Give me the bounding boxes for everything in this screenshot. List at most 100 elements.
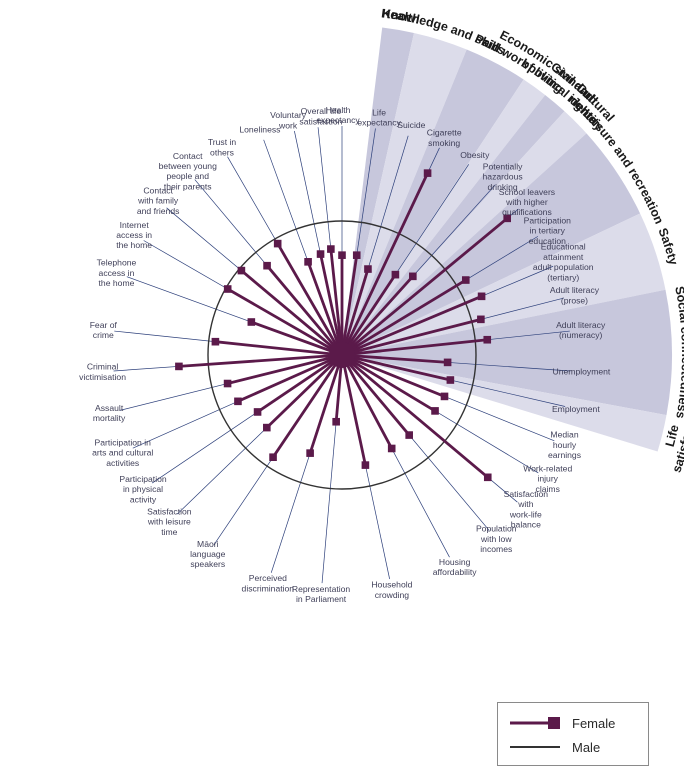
female-spoke-assault-mortality [227, 353, 343, 385]
indicator-label-perceived-discrimination: Perceived discrimination [242, 573, 295, 593]
sector-life-satisfaction [342, 355, 667, 452]
domain-label-safety: Safety [655, 226, 680, 266]
indicator-label-loneliness: Loneliness [239, 124, 280, 134]
female-spoke-loneliness [306, 261, 344, 356]
female-spoke-adult-literacy-prose [341, 317, 482, 357]
indicator-label-potentially-hazardous-drinking: Potentially hazardous drinking [483, 161, 524, 191]
indicator-label-participation-in-tertiary-education: Participation in tertiary education [524, 215, 572, 245]
indicator-label-suicide: Suicide [397, 120, 425, 130]
female-marker-assault-mortality [223, 379, 232, 388]
female-marker-telephone-access-in-the-home [247, 318, 256, 326]
female-spoke-telephone-access-in-the-home [250, 320, 343, 357]
female-marker-internet-access-in-the-home [223, 285, 232, 293]
indicator-label-obesity: Obesity [460, 150, 490, 160]
indicator-label-maori-language-speakers: Māori language speakers [190, 539, 226, 569]
legend-label-male: Male [572, 739, 601, 755]
female-marker-educational-attainment-adult-population-tertiary [477, 292, 486, 301]
female-spoke-obesity [340, 273, 397, 356]
female-marker-work-related-injury-claims [431, 407, 439, 415]
female-spoke-contact-with-family-and-friends [240, 269, 343, 357]
female-marker-maori-language-speakers [269, 453, 277, 462]
indicator-label-health-expectancy: Health expectancy [316, 105, 360, 125]
female-marker-cigarette-smoking [423, 169, 432, 177]
female-spoke-voluntary-work [319, 253, 344, 356]
female-spoke-work-related-injury-claims [341, 353, 436, 413]
female-spoke-satisfaction-with-leisure-time [265, 353, 343, 429]
sector-economic-standard-of-living [342, 79, 546, 355]
legend-item-female: Female [510, 713, 615, 733]
indicator-label-household-crowding: Household crowding [371, 580, 412, 600]
indicator-label-overall-life-satisfaction: Overall life satisfaction [299, 106, 342, 126]
sector-civil-and-political-rights [342, 94, 565, 356]
legend-female-swatch [510, 717, 560, 729]
indicator-label-contact-with-family-and-friends: Contact with family and friends [137, 186, 180, 216]
female-marker-unemployment [443, 358, 452, 367]
legend: Female Male [497, 702, 649, 766]
domain-sectors [342, 27, 672, 452]
female-marker-participation-in-tertiary-education [461, 276, 470, 284]
sector-knowledge-and-skills [342, 32, 467, 355]
legend-male-swatch [510, 746, 560, 748]
sector-paid-work [342, 49, 524, 356]
indicator-label-work-related-injury-claims: Work-related injury claims [523, 463, 572, 493]
domain-label-social-connectedness: Social connectedness [672, 285, 684, 420]
indicator-label-median-hourly-earnings: Median hourly earnings [548, 430, 581, 460]
indicator-label-telephone-access-in-the-home: Telephone access in the home [97, 258, 137, 288]
indicator-label-housing-affordability: Housing affordability [433, 557, 477, 577]
female-spoke-contact-between-young-people-and-their-parents [265, 264, 344, 356]
female-spoke-fear-of-crime [215, 340, 343, 357]
female-marker-contact-between-young-people-and-their-parents [263, 261, 271, 270]
female-spoke-participation-in-tertiary-education [341, 278, 467, 357]
indicator-label-employment: Employment [552, 404, 600, 414]
female-marker-employment [446, 376, 455, 384]
indicator-label-unemployment: Unemployment [553, 367, 611, 377]
indicator-label-satisfaction-with-work-life-balance: Satisfaction with work-life balance [504, 489, 549, 530]
female-marker-criminal-victimisation [175, 362, 183, 371]
female-marker-satisfaction-with-leisure-time [263, 423, 271, 432]
female-marker-adult-literacy-prose [477, 315, 485, 324]
legend-label-female: Female [572, 715, 616, 731]
indicator-label-satisfaction-with-leisure-time: Satisfaction with leisure time [147, 507, 192, 537]
female-spoke-population-with-low-incomes [340, 354, 411, 436]
female-spoke-participation-in-physical-activity [256, 353, 343, 414]
female-marker-health-expectancy [338, 251, 346, 259]
indicator-label-internet-access-in-the-home: Internet access in the home [116, 220, 152, 250]
legend-item-male: Male [510, 737, 600, 757]
female-spoke-criminal-victimisation [178, 353, 343, 368]
female-spoke-adult-literacy-numeracy [341, 338, 488, 357]
female-spoke-employment [341, 353, 451, 382]
female-series [175, 169, 511, 482]
female-spoke-overall-life-satisfaction [329, 248, 344, 356]
sector-cultural-identity [342, 111, 587, 355]
indicator-label-trust-in-others: Trust in others [208, 137, 237, 157]
female-marker-school-leavers-with-higher-qualifications [503, 214, 511, 223]
axis-representation-in-parliament [321, 412, 338, 584]
indicator-label-life-expectancy: Life expectancy [357, 107, 401, 127]
female-spoke-unemployment [341, 353, 448, 364]
female-marker-life-expectancy [352, 251, 361, 259]
indicator-label-population-with-low-incomes: Population with low incomes [476, 524, 517, 554]
female-marker-satisfaction-with-work-life-balance [483, 473, 492, 482]
female-spoke-potentially-hazardous-drinking [340, 275, 414, 356]
female-marker-household-crowding [361, 461, 370, 469]
sector-social-connectedness [342, 289, 672, 416]
indicator-label-representation-in-parliament: Representation in Parliament [292, 584, 351, 604]
female-spoke-life-expectancy [340, 254, 359, 356]
female-marker-suicide [364, 265, 372, 273]
indicator-label-participation-in-arts-and-cultural-activities: Participation in arts and cultural activit… [92, 437, 153, 467]
female-spoke-perceived-discrimination [308, 354, 344, 454]
female-marker-participation-in-physical-activity [253, 408, 262, 416]
indicator-label-educational-attainment-adult-population-tertiary: Educational attainment adult population (te… [533, 242, 594, 283]
indicator-label-fear-of-crime: Fear of crime [90, 320, 118, 340]
center-hub [329, 342, 355, 368]
female-spoke-housing-affordability [340, 354, 393, 450]
female-marker-obesity [391, 270, 400, 279]
female-spoke-maori-language-speakers [271, 354, 344, 458]
female-marker-perceived-discrimination [306, 449, 314, 457]
sector-leisure-and-recreation [342, 133, 641, 355]
indicator-label-voluntary-work: Voluntary work [270, 110, 307, 130]
indicator-label-adult-literacy-numeracy: Adult literacy (numeracy) [556, 320, 606, 340]
female-marker-participation-in-arts-and-cultural-activities [234, 397, 242, 406]
